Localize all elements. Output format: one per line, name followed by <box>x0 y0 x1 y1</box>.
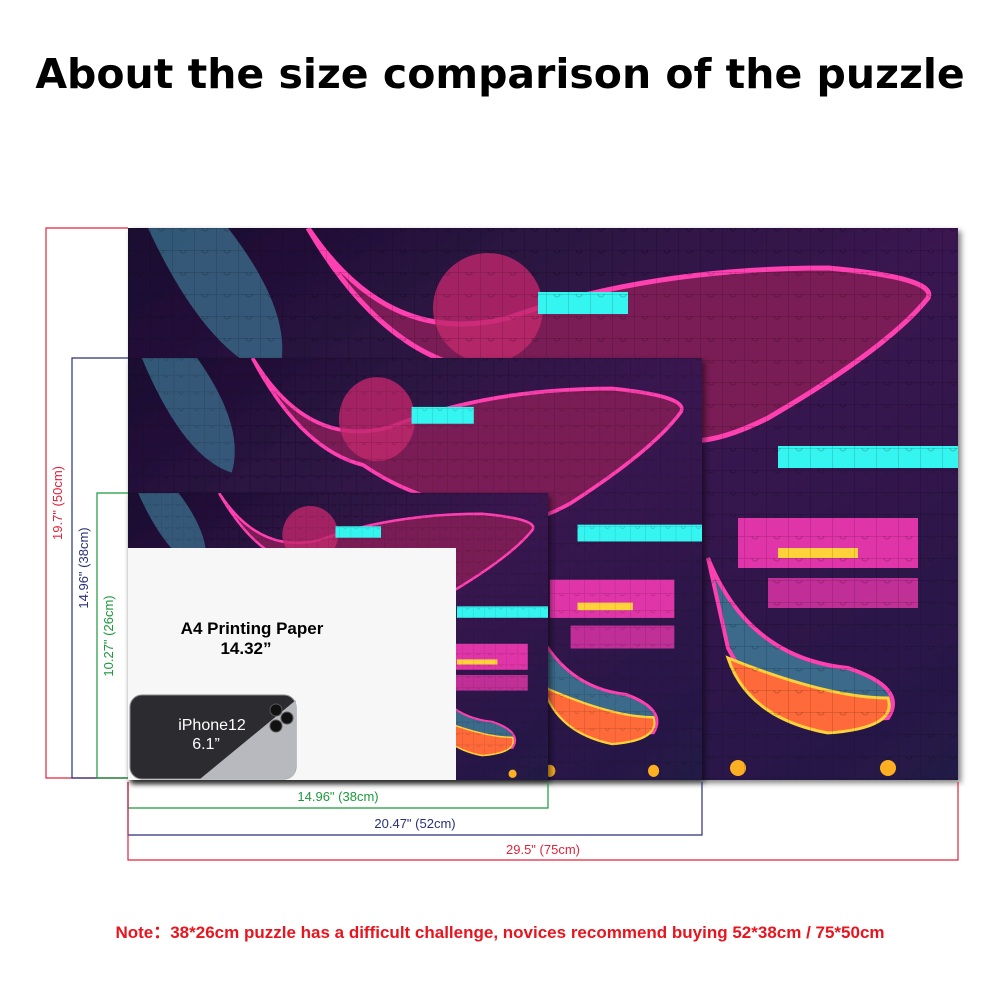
height-label: 10.27" (26cm) <box>101 595 116 676</box>
phone-reflection <box>200 700 296 779</box>
paper-label: A4 Printing Paper <box>181 619 324 638</box>
note: Note：38*26cm puzzle has a difficult chal… <box>115 923 884 942</box>
paper-size: 14.32” <box>220 639 271 658</box>
phone-label: iPhone12 <box>178 717 246 734</box>
height-label: 19.7" (50cm) <box>50 466 65 540</box>
width-label: 20.47" (52cm) <box>374 816 455 831</box>
height-label: 14.96" (38cm) <box>76 527 91 608</box>
phone-size: 6.1” <box>192 736 220 753</box>
width-label: 14.96" (38cm) <box>297 789 378 804</box>
title: About the size comparison of the puzzle <box>35 50 964 98</box>
width-label: 29.5" (75cm) <box>506 842 580 857</box>
dimension-lines <box>45 227 959 861</box>
